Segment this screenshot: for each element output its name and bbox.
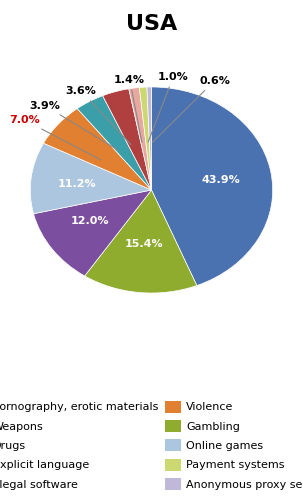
Wedge shape <box>103 89 152 190</box>
Title: USA: USA <box>126 14 177 34</box>
Text: 3.9%: 3.9% <box>29 100 117 150</box>
Text: 1.0%: 1.0% <box>148 72 189 142</box>
Wedge shape <box>129 88 152 190</box>
Wedge shape <box>147 87 152 190</box>
Wedge shape <box>30 143 152 214</box>
Text: 12.0%: 12.0% <box>71 216 109 226</box>
Text: 1.4%: 1.4% <box>114 75 145 142</box>
Text: 15.4%: 15.4% <box>125 239 163 249</box>
Wedge shape <box>139 87 152 190</box>
Text: 11.2%: 11.2% <box>58 178 96 188</box>
Text: 0.6%: 0.6% <box>152 76 230 142</box>
Text: 43.9%: 43.9% <box>201 176 240 186</box>
Wedge shape <box>85 190 197 293</box>
Wedge shape <box>44 108 152 190</box>
Wedge shape <box>34 190 152 276</box>
Text: 7.0%: 7.0% <box>9 115 101 160</box>
Wedge shape <box>77 96 152 190</box>
Wedge shape <box>152 87 273 286</box>
Text: 3.6%: 3.6% <box>66 86 131 144</box>
Legend: Pornography, erotic materials, Weapons, Drugs, Explicit language, Illegal softwa: Pornography, erotic materials, Weapons, … <box>0 396 303 494</box>
